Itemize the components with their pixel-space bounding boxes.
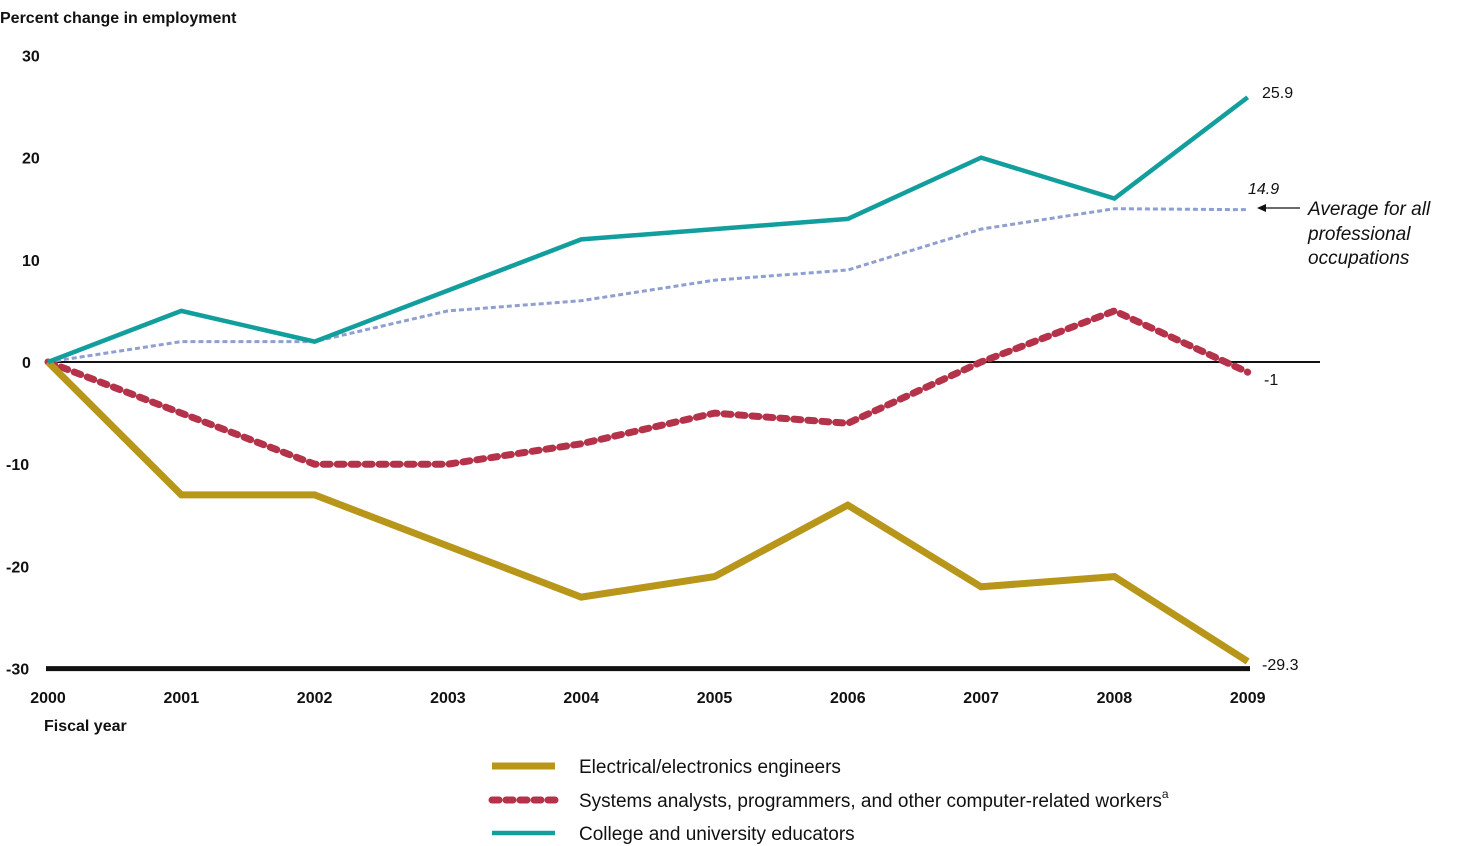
x-tick-label: 2008: [1097, 690, 1133, 707]
x-tick-labels: 2000 2001 2002 2003 2004 2005 2006 2007 2008 2009: [30, 690, 1265, 707]
y-axis-label: Percent change in employment: [0, 10, 237, 27]
annotation-line-3: occupations: [1308, 248, 1410, 269]
y-tick-label: -20: [6, 559, 29, 576]
legend-label-edu: College and university educators: [579, 824, 855, 845]
end-label-avg: 14.9: [1248, 181, 1279, 198]
series-line-avg: [47, 207, 1248, 364]
legend-label-sys: Systems analysts, programmers, and other…: [579, 787, 1169, 812]
annotation-line-2: professional: [1307, 224, 1411, 245]
y-tick-label: 10: [22, 253, 40, 270]
end-label-edu: 25.9: [1262, 85, 1293, 102]
x-axis-label: Fiscal year: [44, 718, 127, 735]
x-tick-label: 2002: [297, 690, 333, 707]
series-line-edu: [47, 95, 1250, 365]
end-label-sys: -1: [1264, 372, 1278, 389]
series-line-sys: [44, 307, 1252, 468]
series-lines: [44, 95, 1252, 665]
end-labels: -29.3 -1 25.9 14.9: [1248, 85, 1299, 674]
series-line-ee: [45, 359, 1250, 665]
y-tick-label: 30: [22, 48, 40, 65]
legend-label-ee: Electrical/electronics engineers: [579, 757, 841, 778]
x-tick-label: 2001: [164, 690, 200, 707]
x-tick-label: 2000: [30, 690, 66, 707]
x-tick-label: 2009: [1230, 690, 1266, 707]
annotation-arrow-head: [1257, 204, 1266, 212]
legend: Electrical/electronics engineers Systems …: [488, 757, 1169, 845]
end-label-ee: -29.3: [1262, 657, 1299, 674]
y-tick-label: -30: [6, 662, 29, 679]
legend-superscript: a: [1162, 787, 1169, 801]
x-tick-label: 2006: [830, 690, 866, 707]
y-tick-label: 20: [22, 151, 40, 168]
annotation-line-1: Average for all: [1307, 199, 1431, 220]
x-tick-label: 2005: [697, 690, 733, 707]
x-tick-label: 2003: [430, 690, 466, 707]
x-tick-label: 2004: [563, 690, 599, 707]
y-tick-label: 0: [22, 355, 31, 372]
y-tick-label: -10: [6, 457, 29, 474]
average-annotation: Average for all professional occupations: [1257, 199, 1431, 269]
y-tick-labels: 30 20 10 0 -10 -20 -30: [6, 48, 40, 678]
x-tick-label: 2007: [963, 690, 999, 707]
